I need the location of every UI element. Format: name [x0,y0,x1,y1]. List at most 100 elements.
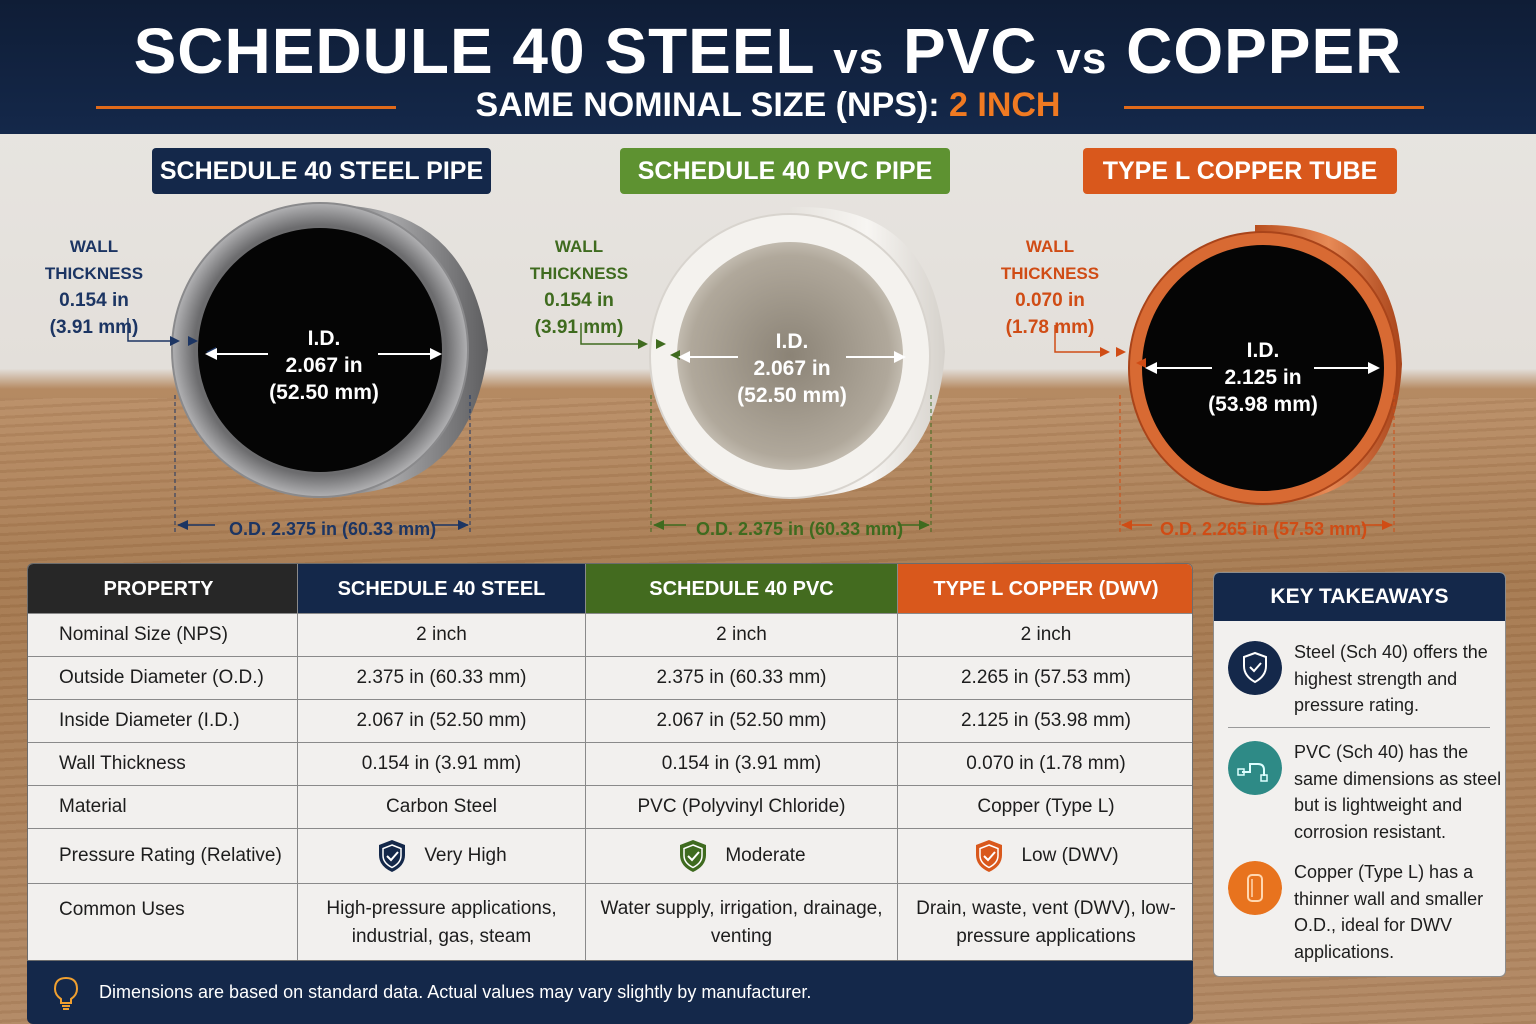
table-cell: Common Uses [28,884,298,960]
wall-thickness-in: 0.154 in [544,290,614,311]
table-row: Material Carbon Steel PVC (Polyvinyl Chl… [28,786,1192,829]
table-cell: 2 inch [586,614,898,656]
id-in: 2.067 in [285,354,363,377]
shield-check-icon [680,840,707,872]
table-cell: 2.125 in (53.98 mm) [960,710,1132,731]
key-takeaways-panel: KEY TAKEAWAYS Steel (Sch 40) offers the … [1213,572,1506,977]
pvc-od-label: O.D. 2.375 in (60.33 mm) [696,519,904,539]
id-label: I.D. [1246,339,1280,362]
header-rule-right [1124,106,1424,109]
title-steel: SCHEDULE 40 STEEL [133,15,815,87]
pvc-wall-callout: WALL THICKNESS 0.154 in (3.91 mm) [508,233,650,341]
table-cell: 0.154 in (3.91 mm) [586,743,898,785]
table-header-cell: PROPERTY [28,564,298,613]
shield-check-icon [976,840,1003,872]
id-label: I.D. [775,330,809,353]
wall-thickness-label: WALL THICKNESS [1000,237,1100,283]
table-cell: High-pressure applications, industrial, … [298,884,586,960]
copper-pipe-drawing [1054,225,1402,533]
table-cell: Outside Diameter (O.D.) [28,657,298,699]
table-cell: 2.067 in (52.50 mm) [586,700,898,742]
pvc-id-callout: I.D. 2.067 in (52.50 mm) [722,328,862,409]
id-label: I.D. [307,327,341,350]
table-cell: 0.154 in (3.91 mm) [298,743,586,785]
table-cell: 2 inch [298,614,586,656]
steel-wall-callout: WALL THICKNESS 0.154 in (3.91 mm) [24,233,164,341]
wall-thickness-mm: (3.91 mm) [534,317,624,338]
page-title: SCHEDULE 40 STEEL vs PVC vs COPPER [0,14,1536,88]
table-row: Outside Diameter (O.D.) 2.375 in (60.33 … [28,657,1192,700]
pressure-rating-value: Moderate [725,845,806,866]
table-row: Inside Diameter (I.D.) 2.067 in (52.50 m… [28,700,1192,743]
title-vs: vs [1056,34,1108,83]
wall-thickness-in: 0.070 in [1015,290,1085,311]
pressure-rating-value: Low (DWV) [1021,845,1119,866]
lightbulb-icon [53,976,79,1010]
pvc-pipe-label: SCHEDULE 40 PVC PIPE [620,148,950,194]
table-cell: Wall Thickness [28,743,298,785]
takeaways-title: KEY TAKEAWAYS [1214,573,1505,621]
steel-pipe-label: SCHEDULE 40 STEEL PIPE [152,148,491,194]
table-cell: 2.067 in (52.50 mm) [298,700,586,742]
takeaway-item: Copper (Type L) has a thinner wall and s… [1228,859,1498,969]
takeaway-text: Steel (Sch 40) offers the highest streng… [1294,642,1488,715]
wall-thickness-mm: (3.91 mm) [49,317,139,338]
takeaway-text: PVC (Sch 40) has the same dimensions as … [1294,742,1502,842]
wall-thickness-mm: (1.78 mm) [1005,317,1095,338]
table-header-cell: SCHEDULE 40 STEEL [298,564,586,613]
copper-od-label: O.D. 2.265 in (57.53 mm) [1160,519,1368,539]
table-row: Nominal Size (NPS) 2 inch 2 inch 2 inch [28,614,1192,657]
page-subtitle: SAME NOMINAL SIZE (NPS): 2 INCH [0,86,1536,125]
wall-thickness-in: 0.154 in [59,290,129,311]
title-vs: vs [833,34,885,83]
table-row: Wall Thickness 0.154 in (3.91 mm) 0.154 … [28,743,1192,786]
subtitle-size: 2 INCH [949,86,1061,124]
id-mm: (52.50 mm) [269,381,379,404]
table-header-cell: SCHEDULE 40 PVC [586,564,898,613]
copper-id-callout: I.D. 2.125 in (53.98 mm) [1193,337,1333,418]
header-banner: SCHEDULE 40 STEEL vs PVC vs COPPER SAME … [0,0,1536,134]
shield-check-icon [379,840,406,872]
takeaway-item: PVC (Sch 40) has the same dimensions as … [1228,739,1501,849]
pvc-pipe-drawing [580,207,945,533]
title-pvc: PVC [903,15,1038,87]
header-rule-left [96,106,396,109]
table-cell: Water supply, irrigation, drainage, vent… [586,884,898,960]
copper-tube-icon [1228,861,1282,915]
table-footnote: Dimensions are based on standard data. A… [27,961,1193,1024]
title-copper: COPPER [1126,15,1403,87]
footnote-text: Dimensions are based on standard data. A… [99,982,812,1002]
table-cell: 2.375 in (60.33 mm) [586,657,898,699]
table-cell: Moderate [586,829,898,883]
table-row: Pressure Rating (Relative) Very High Mod… [28,829,1192,884]
table-cell: Drain, waste, vent (DWV), low-pressure a… [916,898,1176,947]
table-cell: Copper (Type L) [977,796,1115,817]
wall-thickness-label: WALL THICKNESS [529,237,629,283]
table-cell: 2.265 in (57.53 mm) [960,667,1132,688]
comparison-table: PROPERTY SCHEDULE 40 STEEL SCHEDULE 40 P… [27,563,1193,961]
table-cell: Material [28,786,298,828]
table-cell: 2 inch [1020,624,1072,645]
id-mm: (53.98 mm) [1208,393,1318,416]
wall-thickness-label: WALL THICKNESS [44,237,144,283]
table-cell: Pressure Rating (Relative) [28,829,298,883]
shield-check-icon [1228,641,1282,695]
table-cell: Inside Diameter (I.D.) [28,700,298,742]
takeaway-text: Copper (Type L) has a thinner wall and s… [1294,862,1484,962]
table-cell: Carbon Steel [298,786,586,828]
table-header-row: PROPERTY SCHEDULE 40 STEEL SCHEDULE 40 P… [28,564,1192,614]
steel-pipe-drawing [127,202,488,533]
table-row: Common Uses High-pressure applications, … [28,884,1192,960]
id-mm: (52.50 mm) [737,384,847,407]
pressure-rating-value: Very High [424,845,507,866]
table-cell: Low (DWV) [898,829,1192,883]
table-cell: 2.375 in (60.33 mm) [298,657,586,699]
pipe-fitting-icon [1228,741,1282,795]
table-cell: PVC (Polyvinyl Chloride) [586,786,898,828]
takeaway-item: Steel (Sch 40) offers the highest streng… [1228,639,1498,719]
table-cell: 0.070 in (1.78 mm) [966,753,1126,774]
steel-id-callout: I.D. 2.067 in (52.50 mm) [254,325,394,406]
steel-od-label: O.D. 2.375 in (60.33 mm) [229,519,437,539]
table-cell: Very High [298,829,586,883]
table-cell: Nominal Size (NPS) [28,614,298,656]
